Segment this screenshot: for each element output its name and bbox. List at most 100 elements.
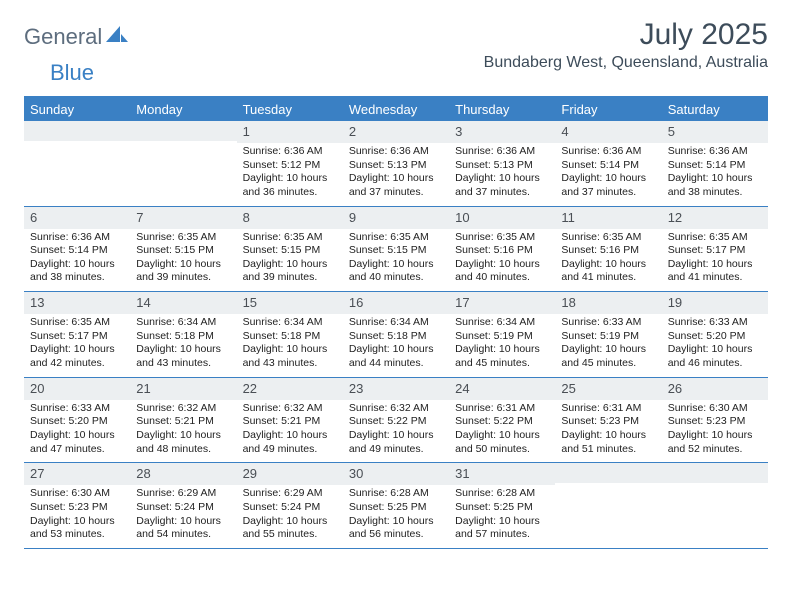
cell-line: and 39 minutes. [136, 271, 230, 285]
cell-body: Sunrise: 6:33 AMSunset: 5:20 PMDaylight:… [24, 400, 130, 463]
cell-line: Daylight: 10 hours [668, 172, 762, 186]
day-number: 19 [668, 295, 682, 310]
cell-body: Sunrise: 6:36 AMSunset: 5:14 PMDaylight:… [555, 143, 661, 206]
cell-line: Sunrise: 6:30 AM [668, 402, 762, 416]
day-cell: 15Sunrise: 6:34 AMSunset: 5:18 PMDayligh… [237, 292, 343, 377]
cell-line: Sunset: 5:24 PM [243, 501, 337, 515]
day-cell [662, 463, 768, 548]
day-cell: 1Sunrise: 6:36 AMSunset: 5:12 PMDaylight… [237, 121, 343, 206]
cell-line: Daylight: 10 hours [455, 343, 549, 357]
day-cell: 28Sunrise: 6:29 AMSunset: 5:24 PMDayligh… [130, 463, 236, 548]
day-number: 26 [668, 381, 682, 396]
cell-body: Sunrise: 6:32 AMSunset: 5:21 PMDaylight:… [237, 400, 343, 463]
day-number: 31 [455, 466, 469, 481]
title-block: July 2025 Bundaberg West, Queensland, Au… [484, 18, 768, 72]
day-number: 6 [30, 210, 37, 225]
cell-line: Daylight: 10 hours [349, 258, 443, 272]
cell-line: and 44 minutes. [349, 357, 443, 371]
day-cell: 31Sunrise: 6:28 AMSunset: 5:25 PMDayligh… [449, 463, 555, 548]
daynum-row [24, 121, 130, 141]
daynum-row: 1 [237, 121, 343, 143]
cell-line: Daylight: 10 hours [349, 172, 443, 186]
cell-line: and 43 minutes. [243, 357, 337, 371]
cell-body: Sunrise: 6:35 AMSunset: 5:17 PMDaylight:… [24, 314, 130, 377]
cell-line: Sunset: 5:15 PM [136, 244, 230, 258]
day-cell: 16Sunrise: 6:34 AMSunset: 5:18 PMDayligh… [343, 292, 449, 377]
cell-line: and 56 minutes. [349, 528, 443, 542]
cell-line: Sunrise: 6:28 AM [349, 487, 443, 501]
cell-line: Sunrise: 6:33 AM [561, 316, 655, 330]
cell-line: Sunset: 5:13 PM [455, 159, 549, 173]
cell-body: Sunrise: 6:35 AMSunset: 5:17 PMDaylight:… [662, 229, 768, 292]
daynum-row: 28 [130, 463, 236, 485]
cell-line: and 47 minutes. [30, 443, 124, 457]
daynum-row: 15 [237, 292, 343, 314]
cell-body: Sunrise: 6:28 AMSunset: 5:25 PMDaylight:… [343, 485, 449, 548]
cell-body: Sunrise: 6:35 AMSunset: 5:16 PMDaylight:… [449, 229, 555, 292]
day-cell: 4Sunrise: 6:36 AMSunset: 5:14 PMDaylight… [555, 121, 661, 206]
cell-body: Sunrise: 6:34 AMSunset: 5:18 PMDaylight:… [237, 314, 343, 377]
daynum-row: 30 [343, 463, 449, 485]
cell-line: Sunset: 5:15 PM [243, 244, 337, 258]
cell-line: Daylight: 10 hours [455, 258, 549, 272]
cell-line: Daylight: 10 hours [668, 258, 762, 272]
cell-line: Daylight: 10 hours [455, 429, 549, 443]
day-cell [24, 121, 130, 206]
cell-line: Sunset: 5:23 PM [668, 415, 762, 429]
cell-line: Sunset: 5:21 PM [136, 415, 230, 429]
day-cell: 14Sunrise: 6:34 AMSunset: 5:18 PMDayligh… [130, 292, 236, 377]
daynum-row: 25 [555, 378, 661, 400]
cell-line: Sunrise: 6:29 AM [243, 487, 337, 501]
cell-line: Daylight: 10 hours [243, 172, 337, 186]
cell-line: Sunset: 5:18 PM [349, 330, 443, 344]
day-number: 18 [561, 295, 575, 310]
day-number: 2 [349, 124, 356, 139]
daynum-row: 3 [449, 121, 555, 143]
cell-line: Sunrise: 6:30 AM [30, 487, 124, 501]
cell-line: Daylight: 10 hours [30, 515, 124, 529]
daynum-row: 19 [662, 292, 768, 314]
month-title: July 2025 [484, 18, 768, 52]
daynum-row [662, 463, 768, 483]
cell-body: Sunrise: 6:35 AMSunset: 5:16 PMDaylight:… [555, 229, 661, 292]
cell-line: Sunset: 5:17 PM [668, 244, 762, 258]
day-number: 12 [668, 210, 682, 225]
cell-body: Sunrise: 6:32 AMSunset: 5:21 PMDaylight:… [130, 400, 236, 463]
cell-line: Daylight: 10 hours [455, 172, 549, 186]
daynum-row: 6 [24, 207, 130, 229]
daynum-row: 10 [449, 207, 555, 229]
cell-line: Daylight: 10 hours [136, 258, 230, 272]
cell-line: and 48 minutes. [136, 443, 230, 457]
day-cell: 9Sunrise: 6:35 AMSunset: 5:15 PMDaylight… [343, 207, 449, 292]
cell-line: Sunrise: 6:36 AM [561, 145, 655, 159]
daynum-row: 16 [343, 292, 449, 314]
daynum-row: 26 [662, 378, 768, 400]
week-row: 27Sunrise: 6:30 AMSunset: 5:23 PMDayligh… [24, 463, 768, 549]
day-cell: 10Sunrise: 6:35 AMSunset: 5:16 PMDayligh… [449, 207, 555, 292]
day-number: 29 [243, 466, 257, 481]
cell-line: and 43 minutes. [136, 357, 230, 371]
daynum-row: 17 [449, 292, 555, 314]
daynum-row: 27 [24, 463, 130, 485]
cell-line: and 46 minutes. [668, 357, 762, 371]
cell-line: Sunset: 5:25 PM [455, 501, 549, 515]
cell-line: and 40 minutes. [349, 271, 443, 285]
daynum-row: 2 [343, 121, 449, 143]
daynum-row: 24 [449, 378, 555, 400]
cell-line: Daylight: 10 hours [561, 429, 655, 443]
daynum-row: 9 [343, 207, 449, 229]
cell-line: Daylight: 10 hours [30, 429, 124, 443]
cell-body: Sunrise: 6:34 AMSunset: 5:18 PMDaylight:… [343, 314, 449, 377]
day-cell: 8Sunrise: 6:35 AMSunset: 5:15 PMDaylight… [237, 207, 343, 292]
day-number: 27 [30, 466, 44, 481]
cell-line: and 37 minutes. [455, 186, 549, 200]
cell-line: Daylight: 10 hours [136, 515, 230, 529]
cell-line: Sunrise: 6:36 AM [30, 231, 124, 245]
cell-line: Sunrise: 6:36 AM [349, 145, 443, 159]
cell-line: Sunrise: 6:33 AM [30, 402, 124, 416]
cell-line: Sunrise: 6:36 AM [243, 145, 337, 159]
cell-line: and 41 minutes. [561, 271, 655, 285]
day-label-mon: Monday [130, 98, 236, 121]
cell-body: Sunrise: 6:35 AMSunset: 5:15 PMDaylight:… [237, 229, 343, 292]
cell-line: Sunrise: 6:32 AM [243, 402, 337, 416]
